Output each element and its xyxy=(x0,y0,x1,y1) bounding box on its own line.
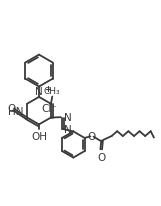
Text: CH₃: CH₃ xyxy=(44,86,61,95)
Text: HN: HN xyxy=(8,106,24,116)
Text: N: N xyxy=(64,125,72,135)
Text: O: O xyxy=(88,131,96,141)
Text: N: N xyxy=(35,87,43,96)
Text: N: N xyxy=(64,113,72,123)
Text: O: O xyxy=(97,152,105,162)
Text: OH: OH xyxy=(31,132,47,142)
Text: O: O xyxy=(8,104,16,114)
Text: Cl⁻: Cl⁻ xyxy=(42,104,58,114)
Text: +: + xyxy=(44,84,51,93)
